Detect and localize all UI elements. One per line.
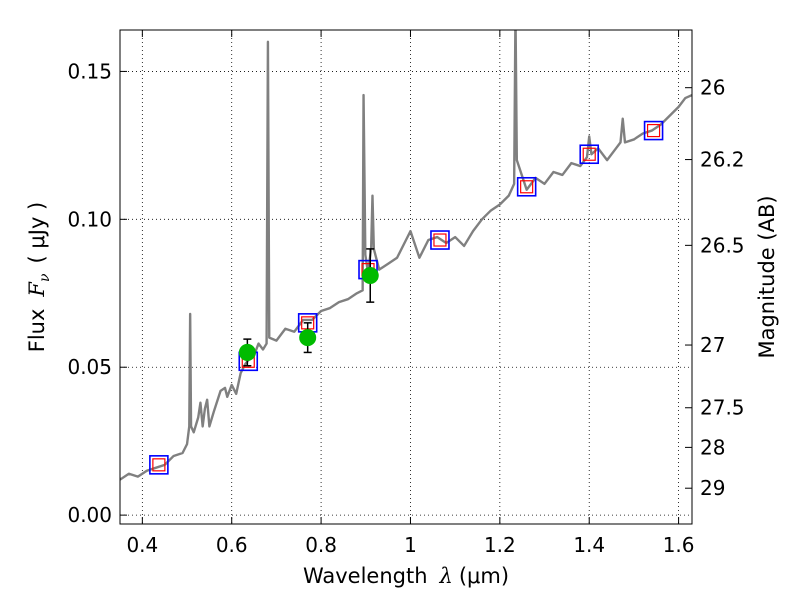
- plot-frame: [119, 29, 693, 525]
- y2-tick-label: 26.5: [700, 233, 745, 257]
- x-tick-label: 1.4: [573, 533, 605, 557]
- blue-square-marker: [579, 144, 600, 165]
- blue-square-marker: [430, 230, 450, 250]
- x-tick-label: 0.8: [305, 533, 337, 557]
- blue-square-marker: [643, 120, 664, 141]
- y2-tick-label: 27.5: [700, 396, 745, 420]
- red-square-marker: [582, 147, 596, 161]
- green-point-marker: [238, 343, 256, 361]
- y2-tick-label: 27: [700, 333, 725, 357]
- red-square-marker: [520, 180, 534, 194]
- grid: [120, 30, 692, 524]
- y-tick-label: 0.10: [67, 207, 112, 231]
- red-square-marker: [646, 123, 661, 138]
- ticks: 0.4 0.6 0.8 1 1.2 1.4 1.6 0.00 0.05 0.10 0.15 26 26.…: [67, 30, 745, 557]
- y-tick-label: 0.05: [67, 355, 112, 379]
- x-tick-label: 1: [404, 533, 417, 557]
- x-tick-label: 1.6: [663, 533, 695, 557]
- y-axis-label: FluxFν( μJy ): [25, 202, 53, 352]
- red-square-marker: [152, 458, 166, 472]
- y2-tick-label: 26.2: [700, 148, 745, 172]
- green-point-marker: [361, 267, 379, 285]
- y2-axis-label: Magnitude (AB): [755, 195, 779, 358]
- x-tick-label: 0.4: [126, 533, 158, 557]
- y2-tick-label: 29: [700, 476, 725, 500]
- y2-tick-label: 28: [700, 435, 725, 459]
- blue-square-marker: [516, 176, 537, 197]
- x-axis-label: Wavelength λ (μm): [303, 564, 509, 588]
- y2-tick-label: 26: [700, 76, 725, 100]
- x-tick-label: 1.2: [484, 533, 516, 557]
- red-square-marker: [433, 233, 447, 247]
- x-tick-label: 0.6: [216, 533, 248, 557]
- data-layer: [120, 30, 692, 481]
- green-point-marker: [299, 329, 317, 347]
- blue-square-marker: [149, 455, 169, 475]
- y-tick-label: 0.00: [67, 503, 112, 527]
- y-tick-label: 0.15: [67, 59, 112, 83]
